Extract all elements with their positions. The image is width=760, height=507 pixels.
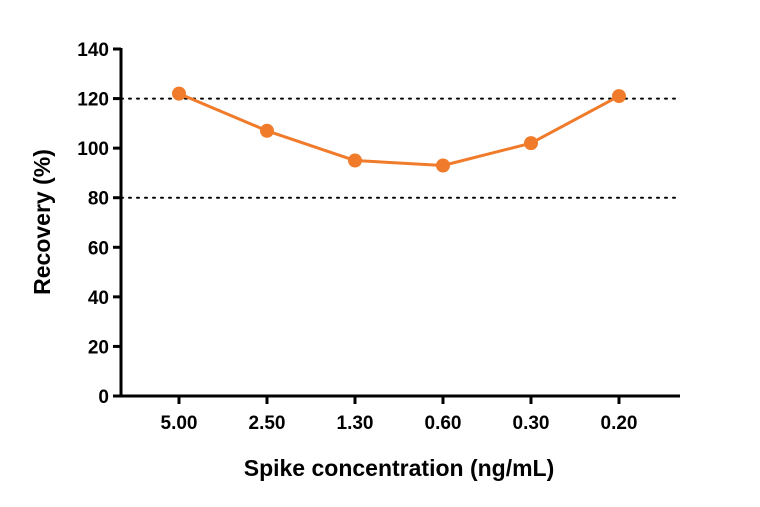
x-tick-label: 1.30 <box>337 413 374 434</box>
y-tick-label: 60 <box>88 238 109 259</box>
x-tick-label: 5.00 <box>161 413 198 434</box>
y-tick-label: 140 <box>77 40 109 61</box>
data-point <box>348 153 362 168</box>
axes <box>119 48 680 398</box>
x-axis-ticks: 5.00 2.50 1.30 0.60 0.30 0.20 <box>161 396 638 434</box>
x-tick-label: 2.50 <box>249 413 286 434</box>
y-tick-label: 0 <box>98 387 109 408</box>
x-tick-label: 0.20 <box>601 413 638 434</box>
data-point <box>524 136 538 151</box>
data-point <box>436 158 450 173</box>
y-tick-label: 100 <box>77 139 109 160</box>
y-axis-ticks: 0 20 40 60 80 100 120 140 <box>77 40 121 408</box>
x-tick-label: 0.60 <box>425 413 462 434</box>
series-group <box>172 86 626 173</box>
y-tick-label: 20 <box>88 337 109 358</box>
data-point <box>172 86 186 101</box>
data-point <box>260 123 274 138</box>
series-line <box>178 92 620 167</box>
y-tick-label: 40 <box>88 288 109 309</box>
y-tick-label: 120 <box>77 90 109 111</box>
x-axis-title: Spike concentration (ng/mL) <box>244 455 555 481</box>
reference-lines <box>120 97 681 199</box>
y-axis-title: Recovery (%) <box>29 149 55 295</box>
y-tick-label: 80 <box>88 189 109 210</box>
data-point <box>612 89 626 104</box>
x-tick-label: 0.30 <box>513 413 550 434</box>
